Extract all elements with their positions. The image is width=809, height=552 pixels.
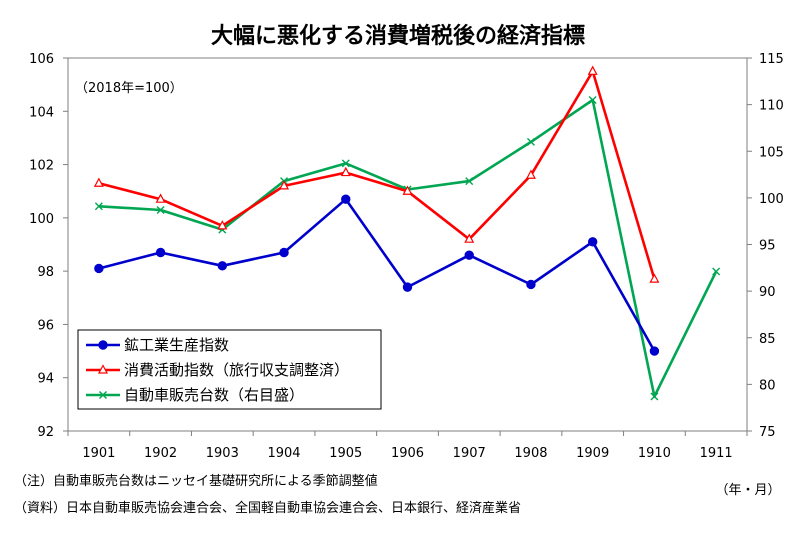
right-tick-label: 110 [759, 99, 784, 114]
left-tick-label: 104 [29, 105, 54, 120]
chart-title: 大幅に悪化する消費増税後の経済指標 [211, 23, 585, 49]
data-point [526, 137, 535, 146]
data-point [402, 185, 413, 195]
left-tick-label: 98 [37, 265, 54, 280]
data-point [94, 263, 104, 274]
x-tick-label: 1904 [267, 446, 300, 461]
data-point [649, 273, 660, 283]
legend-item: 鉱工業生産指数 [86, 336, 229, 354]
x-tick-label: 1911 [700, 446, 733, 461]
left-tick-label: 94 [37, 372, 54, 387]
x-tick-label: 1901 [82, 446, 115, 461]
x-tick-label: 1902 [144, 446, 177, 461]
legend-box [77, 329, 382, 410]
series-line [98, 70, 656, 280]
right-tick-label: 105 [759, 145, 784, 160]
x-marker-stroke [526, 137, 535, 146]
x-axis-ticks [67, 431, 748, 436]
x-tick-label: 1906 [391, 446, 424, 461]
data-point [217, 220, 228, 230]
series-1 [94, 194, 660, 356]
x-marker-stroke [712, 267, 721, 276]
data-point [464, 250, 474, 260]
series-2 [93, 65, 660, 283]
data-point [712, 267, 721, 276]
x-tick-label: 1910 [638, 446, 671, 461]
x-marker-stroke [94, 202, 103, 211]
legend-marker [98, 364, 108, 374]
x-tick-label: 1908 [514, 446, 547, 461]
legend-item: 消費活動指数（旅行収支調整済） [86, 361, 349, 379]
legend-label: 消費活動指数（旅行収支調整済） [124, 361, 349, 379]
x-tick-label: 1905 [329, 446, 362, 461]
right-tick-label: 75 [759, 425, 776, 440]
x-tick-label: 1909 [576, 446, 609, 461]
note-line-2: （資料）日本自動車販売協会連合会、全国軽自動車協会連合会、日本銀行、経済産業省 [14, 500, 521, 516]
left-tick-label: 96 [37, 318, 54, 333]
data-point [525, 169, 536, 179]
series-layer [93, 65, 721, 401]
left-tick-label: 106 [29, 52, 54, 67]
data-point [155, 193, 166, 203]
x-marker-stroke [588, 95, 597, 104]
data-point [93, 177, 104, 187]
data-point [465, 177, 474, 186]
series-line [98, 197, 656, 352]
left-y-axis: 92 94 96 98 100 102 104 106 [29, 52, 68, 440]
left-tick-label: 102 [29, 159, 54, 174]
right-tick-label: 100 [759, 192, 784, 207]
legend-marker [98, 340, 108, 350]
x-marker-stroke [99, 391, 107, 399]
data-point [587, 65, 598, 75]
x-marker-stroke [341, 159, 350, 168]
data-point [156, 206, 165, 214]
data-point [341, 194, 351, 204]
note-line-1: （注）自動車販売台数はニッセイ基礎研究所による季節調整値 [14, 473, 378, 489]
data-point [94, 202, 103, 211]
data-point [155, 247, 166, 258]
legend-label: 自動車販売台数（右目盛） [124, 386, 304, 404]
data-point [279, 180, 290, 190]
x-tick-label: 1903 [206, 446, 239, 461]
x-tick-label: 1907 [453, 446, 486, 461]
right-tick-label: 85 [759, 332, 776, 347]
x-axis-labels: 1901 1902 1903 1904 1905 1906 1907 1908 1909 1910… [82, 446, 732, 461]
left-tick-label: 100 [29, 212, 54, 227]
data-point [279, 247, 289, 258]
base-year-annotation: （2018年=100） [75, 81, 183, 96]
right-tick-label: 90 [759, 285, 776, 300]
right-y-axis: 75 80 85 90 95 100 105 110 115 [747, 52, 784, 440]
data-point [464, 233, 475, 243]
data-point [217, 261, 228, 271]
data-point [587, 237, 598, 247]
legend-label: 鉱工業生産指数 [124, 336, 229, 354]
x-axis-unit: （年・月） [715, 483, 780, 498]
x-marker-stroke [650, 392, 659, 401]
left-tick-label: 92 [37, 425, 54, 440]
data-point [649, 346, 660, 356]
data-point [526, 279, 536, 290]
right-tick-label: 95 [759, 239, 776, 254]
data-point [341, 159, 350, 168]
data-point [402, 282, 413, 292]
data-point [650, 392, 659, 401]
x-marker-stroke [156, 206, 165, 214]
x-marker-stroke [465, 177, 474, 186]
right-tick-label: 115 [759, 52, 784, 67]
legend-item: 自動車販売台数（右目盛） [86, 386, 304, 404]
right-tick-label: 80 [759, 378, 776, 393]
data-point [340, 166, 351, 177]
data-point [588, 95, 597, 104]
legend-marker [99, 391, 107, 399]
